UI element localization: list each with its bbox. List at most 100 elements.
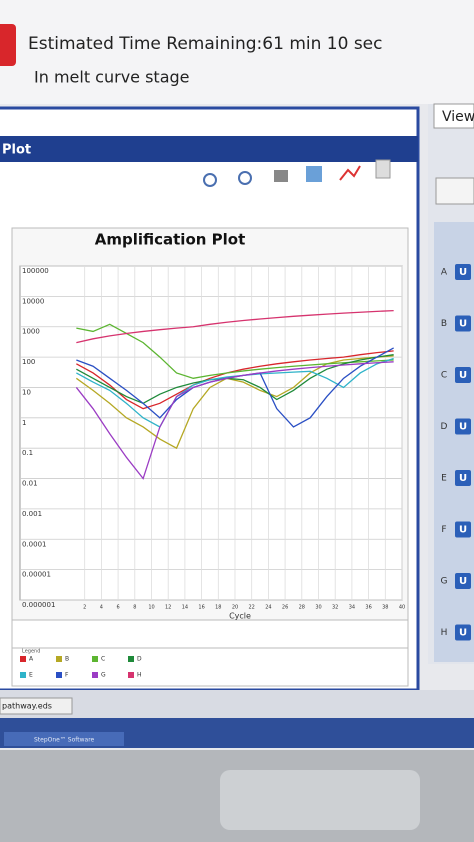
x-tick-label: 6 [117,605,120,611]
well-button[interactable] [455,573,471,589]
well-button[interactable] [455,367,471,383]
series-line [75,361,394,480]
x-tick-label: 2 [83,605,86,611]
well-button-label: U [459,422,467,433]
well-button[interactable] [455,470,471,486]
panel-title-bar [0,136,418,162]
view-tab[interactable] [433,103,474,129]
well-button-label: U [459,525,467,536]
legend-label: G [101,672,106,679]
well-button-label: U [459,267,467,278]
legend-title: Legend [22,649,40,655]
time-remaining: Estimated Time Remaining:61 min 10 sec [28,34,383,54]
x-tick-label: 40 [399,605,405,611]
x-tick-label: 38 [382,605,388,611]
row-letter: H [441,628,448,638]
y-tick-label: 100000 [22,267,49,275]
well-button[interactable] [455,315,471,332]
x-tick-label: 26 [282,605,288,611]
file-tab[interactable] [0,697,73,715]
x-tick-label: 30 [315,605,321,611]
monitor-stand [220,770,420,830]
y-tick-label: 10000 [22,297,44,305]
legend-label: E [29,672,33,679]
y-tick-label: 1 [22,419,26,427]
x-tick-label: 14 [182,605,188,611]
x-tick-label: 22 [249,605,255,611]
view-tab-label: View [442,109,474,125]
x-tick-label: 24 [265,605,271,611]
y-tick-label: 0.1 [22,449,33,457]
series-line [76,323,394,379]
series-line [76,350,394,410]
zoom-in[interactable] [203,173,217,187]
x-tick-label: 34 [349,605,355,611]
legend-label: F [65,672,69,679]
x-tick-label: 20 [232,605,238,611]
taskbar-app-label: StepOne™ Software [34,737,95,744]
plot-settings[interactable] [339,165,361,181]
zoom-out[interactable] [238,171,252,185]
series-line [76,309,394,344]
toolbar [203,159,391,187]
legend-label: D [137,656,142,663]
print[interactable] [274,170,288,182]
legend-toggle[interactable] [375,159,391,179]
x-tick-label: 18 [215,605,221,611]
legend-label: H [137,672,142,679]
row-letter: A [441,268,448,278]
x-tick-label: 12 [165,605,171,611]
well-button-label: U [459,576,467,587]
chart-title: Amplification Plot [95,231,246,249]
status-area [0,0,474,104]
well-button[interactable] [455,521,471,538]
plot: 0.000001 0.00001 0.0001 0.001 0.01 0.1 1 10 100 1… [19,265,405,611]
legend-label: C [101,656,105,663]
well-button-label: U [459,628,467,639]
y-tick-label: 0.01 [22,480,38,488]
row-letter: E [441,474,447,484]
legend-box [11,647,409,687]
plot-area [19,265,403,601]
legend-swatch [20,672,26,678]
file-tab-bar [0,690,474,718]
well-button[interactable] [455,264,471,280]
series-line [75,355,394,450]
view-button[interactable] [435,177,474,205]
well-button-label: U [459,473,467,484]
legend-label: A [29,656,34,663]
legend-swatch [56,672,62,678]
x-tick-label: 36 [365,605,371,611]
x-tick-label: 32 [332,605,338,611]
y-tick-label: 1000 [22,328,40,336]
legend-swatch [128,656,134,662]
y-tick-label: 0.0001 [22,540,47,548]
plate-grid [434,222,474,662]
panel-title: Plot [2,143,31,158]
x-tick-label: 28 [299,605,305,611]
legend-swatch [92,672,98,678]
well-button-label: U [459,370,467,381]
legend-swatch [20,656,26,662]
x-tick-label: 8 [133,605,136,611]
row-letter: C [441,371,447,381]
taskbar-app[interactable] [4,732,124,746]
legend-swatch [92,656,98,662]
row-letter: D [441,422,448,432]
well-button[interactable] [455,624,471,641]
well-button[interactable] [455,418,471,435]
save-image[interactable] [306,166,322,182]
y-tick-label: 0.001 [22,510,42,518]
row-letter: G [441,577,448,587]
y-tick-label: 10 [22,388,31,396]
y-tick-label: 100 [22,358,35,366]
row-letter: B [441,319,447,329]
row-letter: F [441,525,446,535]
y-tick-label: 0.000001 [22,601,55,609]
y-tick-label: 0.00001 [22,571,51,579]
x-tick-label: 10 [148,605,154,611]
legend-label: B [65,656,69,663]
file-tab-label: pathway.eds [2,702,52,711]
